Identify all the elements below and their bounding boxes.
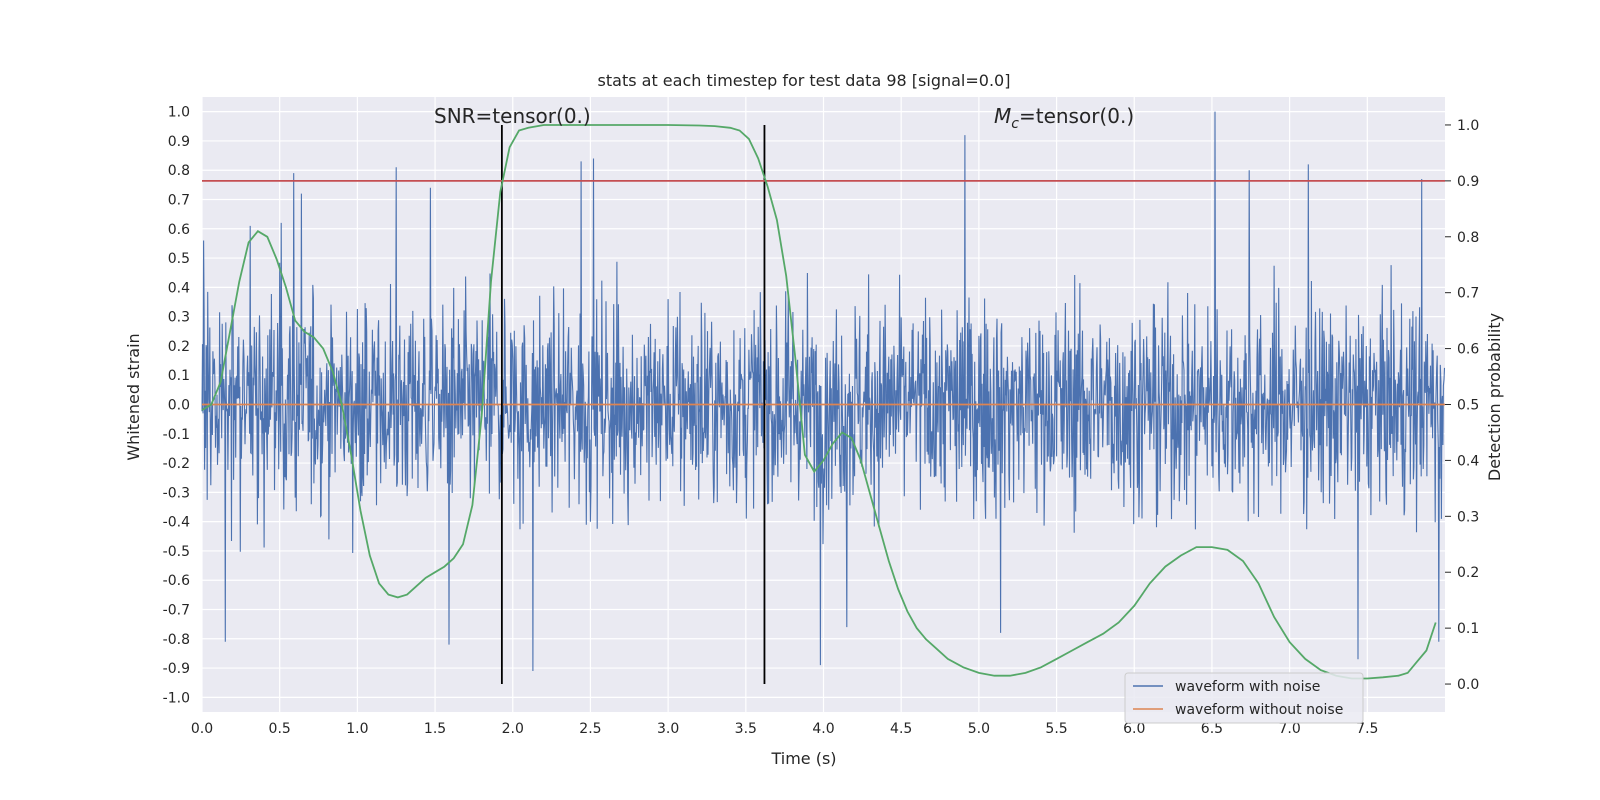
annotation-chirp-mass: Mc=tensor(0.) — [994, 104, 1134, 132]
y-tick-label: 0.1 — [168, 368, 190, 384]
series-detection-probability — [201, 124, 1437, 680]
x-tick-label: 0.0 — [191, 721, 213, 737]
y-tick-label: 0.7 — [168, 193, 190, 209]
y-tick-label: -0.8 — [163, 632, 190, 648]
y2-tick-label: 0.8 — [1457, 230, 1479, 246]
y-tick-label: -0.4 — [163, 515, 190, 531]
y-tick-label: 0.5 — [168, 251, 190, 267]
y-ticks: -1.0 -0.9 -0.8 -0.7 -0.6 -0.5 -0.4 -0.3 -0.2 -0.1… — [163, 105, 190, 707]
annotation-chirp-mass-rest: =tensor(0.) — [1019, 104, 1134, 128]
x-tick-label: 6.5 — [1201, 721, 1223, 737]
x-tick-label: 1.0 — [346, 721, 368, 737]
y2-tick-label: 1.0 — [1457, 118, 1479, 134]
series-waveform-with-noise — [201, 111, 1446, 672]
y-tick-label: 0.2 — [168, 339, 190, 355]
legend-box — [1124, 672, 1364, 724]
annotation-snr: SNR=tensor(0.) — [434, 104, 591, 128]
waveform-with-noise-line — [201, 111, 1446, 672]
y-tick-label: 0.3 — [168, 310, 190, 326]
y-tick-label: -0.5 — [163, 544, 190, 560]
legend-label-noise: waveform with noise — [1175, 679, 1320, 695]
legend-label-clean: waveform without noise — [1175, 702, 1343, 718]
y-tick-label: -1.0 — [163, 690, 190, 706]
x-tick-label: 7.5 — [1356, 721, 1378, 737]
chart-title: stats at each timestep for test data 98 … — [598, 71, 1011, 90]
x-tick-label: 0.5 — [269, 721, 291, 737]
y-tick-label: 0.8 — [168, 163, 190, 179]
x-tick-label: 7.0 — [1278, 721, 1300, 737]
y-tick-label: 0.0 — [168, 398, 190, 414]
y-tick-label: 0.9 — [168, 134, 190, 150]
y2-tick-label: 0.6 — [1457, 342, 1479, 358]
x-tick-label: 4.0 — [812, 721, 834, 737]
y2-tick-label: 0.2 — [1457, 565, 1479, 581]
y2-tick-label: 0.1 — [1457, 621, 1479, 637]
vertical-markers — [500, 124, 766, 685]
y-tick-label: 1.0 — [168, 105, 190, 121]
annotation-chirp-mass-symbol: M — [994, 104, 1011, 128]
x-axis-label: Time (s) — [770, 749, 836, 768]
y-tick-label: -0.9 — [163, 661, 190, 677]
x-tick-label: 1.5 — [424, 721, 446, 737]
y-tick-label: -0.3 — [163, 485, 190, 501]
x-ticks: 0.0 0.5 1.0 1.5 2.0 2.5 3.0 3.5 4.0 4.5 5.0 5.5 6.0 6… — [191, 721, 1379, 737]
annotation-chirp-mass-subscript: c — [1011, 116, 1019, 132]
x-tick-label: 2.0 — [502, 721, 524, 737]
x-tick-label: 3.0 — [657, 721, 679, 737]
y2-ticks: 0.0 0.1 0.2 0.3 0.4 0.5 0.6 0.7 0.8 0.9 1.0 — [1445, 118, 1479, 693]
y2-tick-label: 0.7 — [1457, 286, 1479, 302]
y-tick-label: 0.6 — [168, 222, 190, 238]
y2-tick-label: 0.0 — [1457, 677, 1479, 693]
y2-tick-label: 0.4 — [1457, 453, 1479, 469]
x-tick-label: 6.0 — [1123, 721, 1145, 737]
x-tick-label: 5.5 — [1045, 721, 1067, 737]
y2-tick-label: 0.5 — [1457, 398, 1479, 414]
y-tick-label: -0.1 — [163, 427, 190, 443]
x-tick-label: 3.5 — [735, 721, 757, 737]
y2-tick-label: 0.9 — [1457, 174, 1479, 190]
y-tick-label: -0.6 — [163, 573, 190, 589]
x-tick-label: 2.5 — [579, 721, 601, 737]
legend: waveform with noise waveform without noi… — [1124, 672, 1364, 724]
detection-probability-line — [201, 124, 1437, 680]
x-tick-label: 5.0 — [968, 721, 990, 737]
y-axis-label: Whitened strain — [124, 333, 143, 460]
x-tick-label: 4.5 — [890, 721, 912, 737]
y-tick-label: 0.4 — [168, 280, 190, 296]
y-tick-label: -0.2 — [163, 456, 190, 472]
y2-tick-label: 0.3 — [1457, 509, 1479, 525]
y-tick-label: -0.7 — [163, 603, 190, 619]
y2-axis-label: Detection probability — [1485, 313, 1504, 481]
